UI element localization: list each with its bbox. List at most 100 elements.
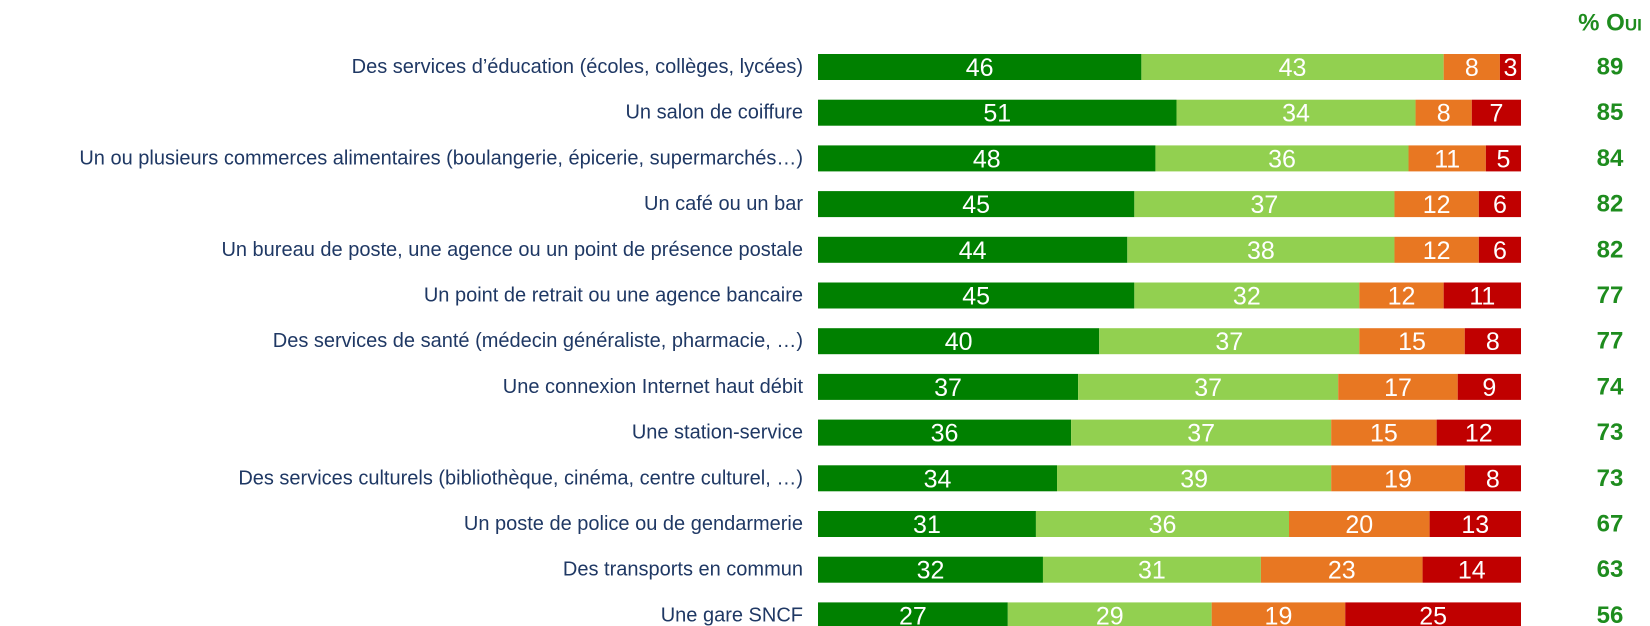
bar-segment bbox=[1394, 191, 1479, 218]
category-label: Un bureau de poste, une agence ou un poi… bbox=[221, 239, 803, 261]
category-label: Des transports en commun bbox=[563, 559, 803, 581]
value-label: 37 bbox=[934, 374, 962, 402]
value-label: 17 bbox=[1384, 374, 1412, 402]
value-label: 8 bbox=[1486, 465, 1500, 493]
bar-segment bbox=[818, 511, 1036, 537]
category-label: Des services de santé (médecin généralis… bbox=[273, 330, 803, 352]
category-label: Un poste de police ou de gendarmerie bbox=[464, 513, 803, 535]
total-label: 77 bbox=[1597, 282, 1624, 309]
value-label: 8 bbox=[1486, 328, 1500, 356]
category-label: Une gare SNCF bbox=[661, 604, 803, 626]
category-label: Une connexion Internet haut débit bbox=[503, 376, 804, 398]
total-label: 82 bbox=[1597, 191, 1624, 218]
bar-segment bbox=[1443, 282, 1521, 309]
bar-segment bbox=[1289, 511, 1430, 537]
value-label: 46 bbox=[966, 54, 994, 82]
value-label: 36 bbox=[1149, 511, 1177, 539]
value-label: 39 bbox=[1180, 465, 1208, 493]
bar-segment bbox=[1127, 236, 1395, 263]
bar-segment bbox=[1331, 419, 1437, 446]
bar-segment bbox=[1211, 602, 1346, 626]
value-label: 6 bbox=[1493, 237, 1507, 265]
value-label: 31 bbox=[1138, 557, 1166, 585]
value-label: 29 bbox=[1096, 602, 1124, 626]
bar-segment bbox=[1415, 99, 1472, 126]
value-label: 37 bbox=[1250, 191, 1278, 219]
value-label: 6 bbox=[1493, 191, 1507, 219]
value-label: 38 bbox=[1247, 237, 1275, 265]
bar-segment bbox=[1457, 373, 1521, 400]
bar-segment bbox=[1155, 145, 1409, 172]
value-label: 7 bbox=[1489, 100, 1503, 128]
value-label: 11 bbox=[1434, 145, 1460, 173]
value-label: 32 bbox=[917, 557, 945, 585]
value-label: 12 bbox=[1388, 283, 1416, 311]
value-label: 36 bbox=[1268, 145, 1296, 173]
bar-segment bbox=[1408, 145, 1486, 172]
value-label: 43 bbox=[1279, 54, 1307, 82]
bar-segment bbox=[818, 54, 1142, 80]
value-label: 20 bbox=[1345, 511, 1373, 539]
value-label: 19 bbox=[1384, 465, 1412, 493]
total-label: 74 bbox=[1597, 373, 1624, 400]
value-label: 11 bbox=[1469, 283, 1495, 311]
total-label: 85 bbox=[1597, 99, 1624, 126]
bar-segment bbox=[818, 602, 1008, 626]
bar-segment bbox=[1134, 282, 1360, 309]
total-label: 89 bbox=[1597, 54, 1624, 81]
total-label: 84 bbox=[1597, 145, 1624, 172]
value-label: 32 bbox=[1233, 283, 1261, 311]
value-label: 25 bbox=[1419, 602, 1447, 626]
bar-segment bbox=[818, 191, 1135, 218]
bar-segment bbox=[1042, 556, 1261, 583]
category-label: Une station-service bbox=[632, 422, 803, 444]
bar-segment bbox=[1443, 54, 1500, 80]
value-label: 34 bbox=[1282, 100, 1310, 128]
bar-segment bbox=[818, 328, 1100, 355]
value-label: 37 bbox=[1215, 328, 1243, 356]
total-label: 77 bbox=[1597, 328, 1624, 355]
value-label: 31 bbox=[913, 511, 941, 539]
value-label: 45 bbox=[962, 283, 990, 311]
bar-segment bbox=[1478, 236, 1521, 263]
value-label: 12 bbox=[1423, 191, 1451, 219]
bar-segment bbox=[1422, 556, 1521, 583]
bar-segment bbox=[1478, 191, 1521, 218]
bar-segment bbox=[818, 236, 1128, 263]
value-label: 40 bbox=[945, 328, 973, 356]
bar-segment bbox=[1141, 54, 1444, 80]
total-label: 63 bbox=[1597, 556, 1624, 583]
value-label: 14 bbox=[1458, 557, 1486, 585]
bar-segment bbox=[1331, 465, 1465, 492]
category-label: Des services culturels (bibliothèque, ci… bbox=[238, 467, 803, 489]
bar-segment bbox=[1078, 373, 1339, 400]
bar-segment bbox=[818, 282, 1135, 309]
bar-segment bbox=[1035, 511, 1290, 537]
category-label: Un ou plusieurs commerces alimentaires (… bbox=[79, 147, 803, 169]
value-label: 15 bbox=[1370, 420, 1398, 448]
value-label: 12 bbox=[1423, 237, 1451, 265]
value-label: 51 bbox=[983, 100, 1011, 128]
value-label: 8 bbox=[1437, 100, 1451, 128]
category-label: Un point de retrait ou une agence bancai… bbox=[424, 285, 803, 307]
bar-segment bbox=[1099, 328, 1360, 355]
value-label: 44 bbox=[959, 237, 987, 265]
bar-segment bbox=[818, 373, 1079, 400]
bar-segment bbox=[818, 99, 1177, 126]
bar-segment bbox=[1436, 419, 1521, 446]
total-label: 73 bbox=[1597, 419, 1624, 446]
bar-segment bbox=[1359, 328, 1465, 355]
bar-segment bbox=[818, 465, 1058, 492]
value-label: 8 bbox=[1465, 54, 1479, 82]
value-label: 37 bbox=[1187, 420, 1215, 448]
value-label: 27 bbox=[899, 602, 927, 626]
bar-segment bbox=[1007, 602, 1212, 626]
bar-segment bbox=[1464, 328, 1521, 355]
bar-segment bbox=[818, 419, 1072, 446]
value-label: 3 bbox=[1504, 54, 1518, 82]
total-label: 73 bbox=[1597, 465, 1624, 492]
bar-segment bbox=[1464, 465, 1521, 492]
bar-segment bbox=[1057, 465, 1332, 492]
value-label: 13 bbox=[1461, 511, 1489, 539]
